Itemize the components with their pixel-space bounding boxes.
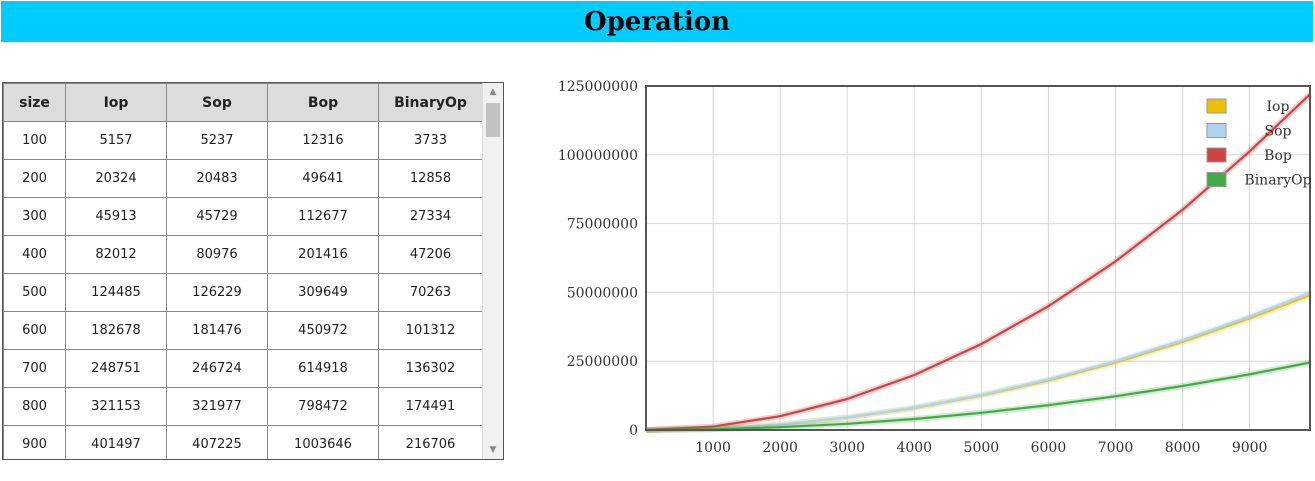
x-tick-label: 3000: [829, 440, 865, 456]
page-title: Operation: [583, 6, 731, 37]
table-scrollbar[interactable]: ▲ ▼: [482, 83, 503, 459]
table-cell: 181476: [166, 311, 268, 350]
table-cell: 82012: [65, 235, 167, 274]
table-cell: 201416: [267, 235, 379, 274]
x-tick-label: 6000: [1031, 440, 1067, 456]
table-cell: 3733: [378, 121, 483, 160]
legend-swatch-bop: [1206, 147, 1227, 163]
scrollbar-thumb[interactable]: [486, 103, 500, 137]
table-cell: 126229: [166, 273, 268, 312]
plot-area: [646, 86, 1310, 430]
table-row: 500 124485 126229 309649 70263: [3, 273, 483, 312]
legend-swatch-iop: [1206, 98, 1227, 114]
table-cell: 112677: [267, 197, 379, 236]
table-cell: 20483: [166, 159, 268, 198]
table-cell: 20324: [65, 159, 167, 198]
legend-swatch-sop: [1206, 123, 1227, 138]
table-cell: 124485: [65, 273, 167, 312]
table-cell: 136302: [378, 349, 483, 388]
line-chart: 1000 2000 3000 4000 5000 6000 7000 8000 9000 0 250…: [558, 79, 1313, 456]
table-cell: 450972: [267, 311, 379, 350]
table-cell: 248751: [65, 349, 167, 388]
table-cell: 800: [3, 387, 66, 426]
y-tick-label: 0: [629, 423, 638, 439]
table-cell: 401497: [65, 425, 167, 459]
x-tick-label: 1000: [695, 440, 731, 456]
column-header-size[interactable]: size: [3, 83, 66, 122]
series-line-sop: [645, 291, 1311, 432]
table-row: 700 248751 246724 614918 136302: [3, 349, 483, 388]
table-cell: 174491: [378, 387, 483, 426]
table-cell: 27334: [378, 197, 483, 236]
table-cell: 49641: [267, 159, 379, 198]
column-header-bop[interactable]: Bop: [267, 83, 379, 122]
table-row: 900 401497 407225 1003646 216706: [3, 425, 483, 459]
table-cell: 47206: [378, 235, 483, 274]
table-cell: 70263: [378, 273, 483, 312]
legend-swatch-binaryop: [1206, 172, 1227, 187]
column-header-iop[interactable]: Iop: [65, 83, 167, 122]
table-cell: 5157: [65, 121, 167, 160]
scroll-down-arrow-icon[interactable]: ▼: [489, 445, 497, 455]
table-cell: 101312: [378, 311, 483, 350]
table-row: 200 20324 20483 49641 12858: [3, 159, 483, 198]
table-cell: 798472: [267, 387, 379, 426]
x-tick-label: 8000: [1165, 440, 1201, 456]
y-tick-label: 100000000: [558, 148, 638, 164]
table-cell: 321153: [65, 387, 167, 426]
table-cell: 300: [3, 197, 66, 236]
table-header-row: size Iop Sop Bop BinaryOp: [3, 83, 483, 122]
table-row: 600 182678 181476 450972 101312: [3, 311, 483, 350]
table-row: 400 82012 80976 201416 47206: [3, 235, 483, 274]
table-row: 800 321153 321977 798472 174491: [3, 387, 483, 426]
series-line-binaryop: [645, 361, 1311, 432]
column-header-binaryop[interactable]: BinaryOp: [378, 83, 483, 122]
table-cell: 407225: [166, 425, 268, 459]
table-cell: 200: [3, 159, 66, 198]
table-cell: 1003646: [267, 425, 379, 459]
table-row: 100 5157 5237 12316 3733: [3, 121, 483, 160]
table-cell: 45913: [65, 197, 167, 236]
table-cell: 80976: [166, 235, 268, 274]
table-cell: 182678: [65, 311, 167, 350]
data-table: size Iop Sop Bop BinaryOp 100 5157 5237 …: [3, 83, 483, 459]
table-cell: 614918: [267, 349, 379, 388]
y-tick-label: 25000000: [567, 354, 638, 370]
data-table-panel[interactable]: size Iop Sop Bop BinaryOp 100 5157 5237 …: [2, 82, 504, 460]
legend-label-binaryop: BinaryOp: [1244, 173, 1311, 189]
y-tick-label: 125000000: [558, 79, 638, 95]
scroll-up-arrow-icon[interactable]: ▲: [489, 87, 497, 97]
table-cell: 600: [3, 311, 66, 350]
x-tick-label: 7000: [1098, 440, 1134, 456]
table-cell: 5237: [166, 121, 268, 160]
table-cell: 700: [3, 349, 66, 388]
x-tick-label: 5000: [964, 440, 1000, 456]
table-cell: 246724: [166, 349, 268, 388]
x-tick-label: 9000: [1232, 440, 1268, 456]
table-cell: 900: [3, 425, 66, 459]
x-tick-label: 4000: [896, 440, 932, 456]
series-line-bop: [645, 93, 1311, 432]
table-cell: 45729: [166, 197, 268, 236]
table-cell: 100: [3, 121, 66, 160]
table-cell: 400: [3, 235, 66, 274]
column-header-sop[interactable]: Sop: [166, 83, 268, 122]
y-tick-label: 75000000: [567, 217, 638, 233]
table-cell: 12858: [378, 159, 483, 198]
page-header: Operation: [1, 1, 1313, 42]
table-cell: 216706: [378, 425, 483, 459]
legend-label-iop: Iop: [1267, 99, 1290, 115]
table-row: 300 45913 45729 112677 27334: [3, 197, 483, 236]
table-cell: 500: [3, 273, 66, 312]
table-cell: 321977: [166, 387, 268, 426]
legend-label-bop: Bop: [1264, 148, 1292, 164]
table-cell: 309649: [267, 273, 379, 312]
legend-label-sop: Sop: [1265, 124, 1292, 140]
plot-frame: [645, 85, 1311, 431]
y-tick-label: 50000000: [567, 285, 638, 301]
table-cell: 12316: [267, 121, 379, 160]
x-tick-label: 2000: [762, 440, 798, 456]
